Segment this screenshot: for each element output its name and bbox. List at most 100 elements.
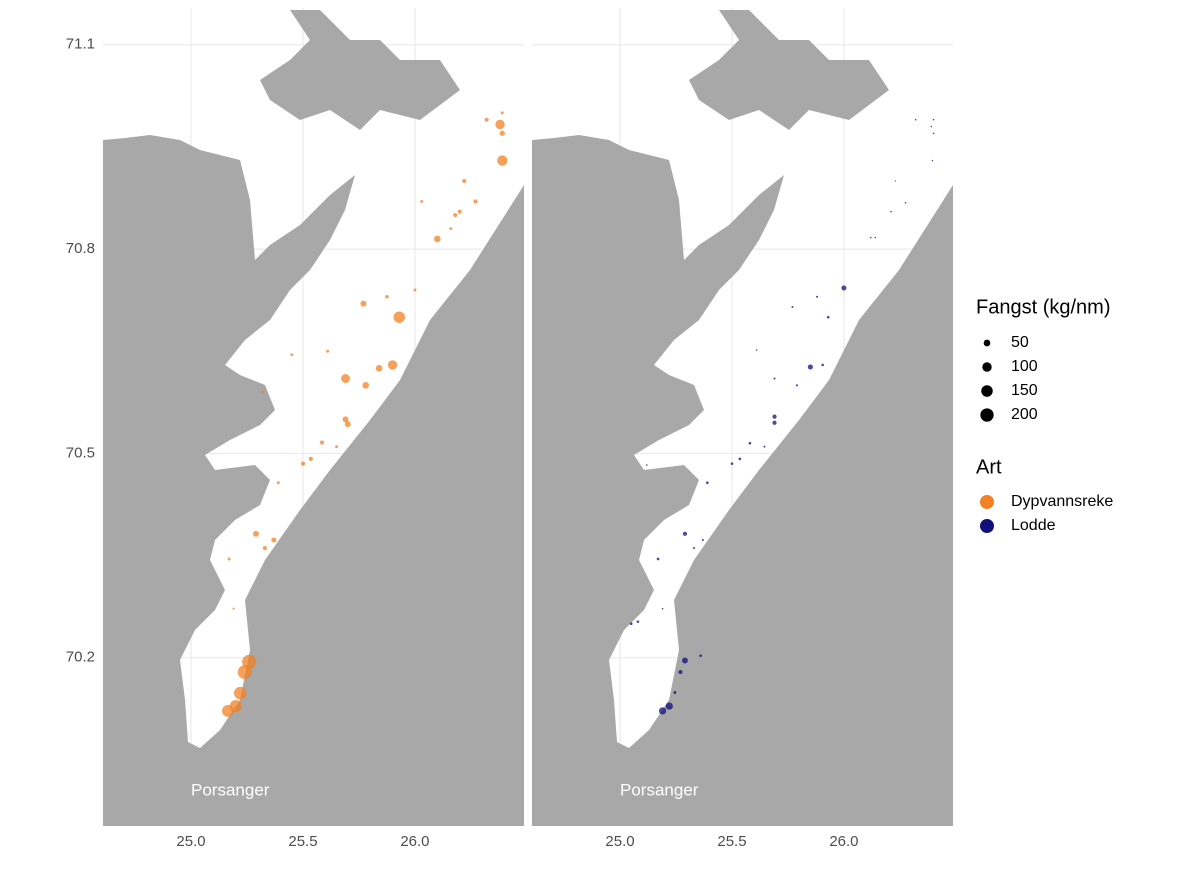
point — [344, 421, 351, 428]
point — [772, 420, 777, 425]
x-tick-label: 26.0 — [829, 833, 858, 850]
point — [360, 300, 367, 307]
x-tick-label: 25.0 — [605, 833, 634, 850]
point — [661, 607, 664, 610]
point — [870, 236, 872, 239]
point — [706, 481, 709, 485]
x-tick-label: 26.0 — [400, 833, 429, 850]
point — [342, 416, 349, 423]
point — [738, 457, 742, 461]
point — [449, 227, 453, 231]
color-legend-title: Art — [976, 456, 1002, 478]
point — [362, 382, 370, 389]
point — [453, 212, 458, 218]
point — [271, 537, 277, 543]
point — [826, 315, 830, 319]
point — [874, 236, 877, 239]
size-legend-label: 200 — [1011, 406, 1038, 423]
point — [499, 130, 505, 136]
point — [473, 199, 478, 204]
point — [701, 538, 704, 541]
point — [636, 620, 640, 623]
point — [326, 349, 330, 353]
size-legend-key — [981, 385, 993, 397]
x-tick-label: 25.5 — [717, 833, 746, 850]
point — [795, 384, 798, 387]
y-tick-label: 70.8 — [66, 240, 95, 257]
point — [629, 622, 633, 626]
point — [237, 665, 252, 680]
size-legend-label: 50 — [1011, 334, 1029, 351]
point — [816, 295, 819, 298]
color-legend-key — [980, 495, 994, 509]
point — [308, 456, 313, 461]
point — [821, 363, 824, 367]
size-legend-key — [982, 362, 992, 372]
point — [434, 235, 441, 243]
point — [656, 557, 660, 561]
panel-gap — [524, 0, 532, 886]
legend-label: Dypvannsreke — [1011, 493, 1113, 510]
size-legend-title: Fangst (kg/nm) — [976, 296, 1110, 318]
point — [932, 118, 935, 121]
point — [646, 464, 648, 466]
point — [730, 462, 734, 465]
point — [932, 132, 935, 135]
point — [773, 377, 776, 380]
x-tick-label: 25.0 — [176, 833, 205, 850]
point — [692, 547, 695, 550]
point — [673, 691, 677, 694]
point — [290, 353, 294, 357]
size-legend-key — [983, 339, 991, 347]
point — [500, 111, 504, 115]
point — [252, 530, 259, 537]
point — [413, 288, 417, 292]
size-legend-key — [980, 408, 994, 422]
labels: 70.2 70.5 70.8 71.1 25.0 25.5 26.0 Porsanger 25.… — [66, 36, 859, 850]
point — [914, 118, 917, 121]
point — [904, 201, 907, 204]
point — [894, 180, 897, 182]
point — [791, 305, 794, 309]
point — [393, 311, 406, 323]
point — [341, 374, 350, 383]
point — [682, 531, 688, 536]
point — [841, 285, 847, 291]
point — [772, 414, 777, 419]
point — [495, 119, 505, 130]
point — [457, 209, 462, 214]
point — [763, 445, 766, 448]
color-legend-key — [980, 519, 994, 533]
point — [890, 210, 892, 213]
point — [748, 441, 752, 445]
point — [222, 704, 234, 717]
annotation: Porsanger — [620, 780, 699, 799]
point — [375, 364, 383, 372]
point — [665, 702, 673, 710]
point — [276, 481, 280, 485]
point — [807, 364, 813, 370]
x-tick-label: 25.5 — [288, 833, 317, 850]
point — [658, 707, 667, 715]
point — [931, 159, 934, 162]
point — [484, 117, 489, 122]
point — [319, 440, 325, 445]
point — [681, 657, 688, 664]
point — [387, 360, 398, 370]
point — [755, 349, 758, 351]
legend-label: Lodde — [1011, 517, 1056, 534]
point — [232, 607, 235, 610]
point — [930, 125, 933, 128]
point — [385, 294, 389, 299]
y-tick-label: 70.5 — [66, 444, 95, 461]
y-tick-label: 70.2 — [66, 649, 95, 666]
point — [233, 686, 247, 700]
point — [462, 178, 467, 184]
y-tick-label: 71.1 — [66, 36, 95, 53]
point — [261, 390, 265, 394]
size-legend-label: 150 — [1011, 382, 1038, 399]
point — [262, 546, 268, 551]
size-legend-label: 100 — [1011, 358, 1038, 375]
point — [699, 654, 702, 658]
